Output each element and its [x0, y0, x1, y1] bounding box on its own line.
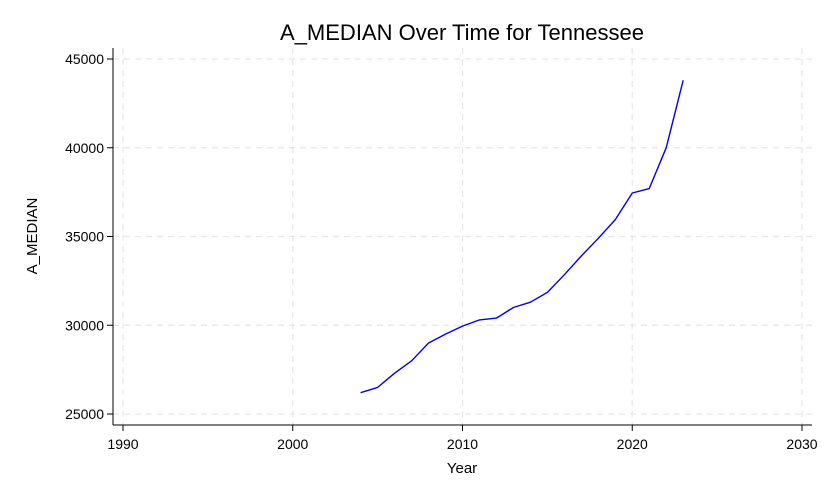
chart-title: A_MEDIAN Over Time for Tennessee: [280, 20, 644, 45]
y-axis-label: A_MEDIAN: [24, 198, 41, 275]
y-tick-label: 35000: [65, 229, 104, 245]
series-layer: [360, 80, 684, 394]
x-tick-label: 2020: [617, 436, 648, 452]
series-line: [360, 80, 684, 394]
x-tick-label: 2010: [447, 436, 478, 452]
y-tick-label: 25000: [65, 406, 104, 422]
y-tick-label: 30000: [65, 317, 104, 333]
x-tick-label: 1990: [107, 436, 138, 452]
grid: [113, 48, 812, 425]
y-tick-label: 45000: [65, 51, 104, 67]
y-axis-ticks: 25000 30000 35000 40000 45000: [65, 51, 113, 422]
x-axis-label: Year: [447, 460, 477, 477]
x-tick-label: 2030: [786, 436, 817, 452]
x-tick-label: 2000: [277, 436, 308, 452]
y-tick-label: 40000: [65, 140, 104, 156]
x-axis-ticks: 1990 2000 2010 2020 2030: [107, 425, 818, 452]
